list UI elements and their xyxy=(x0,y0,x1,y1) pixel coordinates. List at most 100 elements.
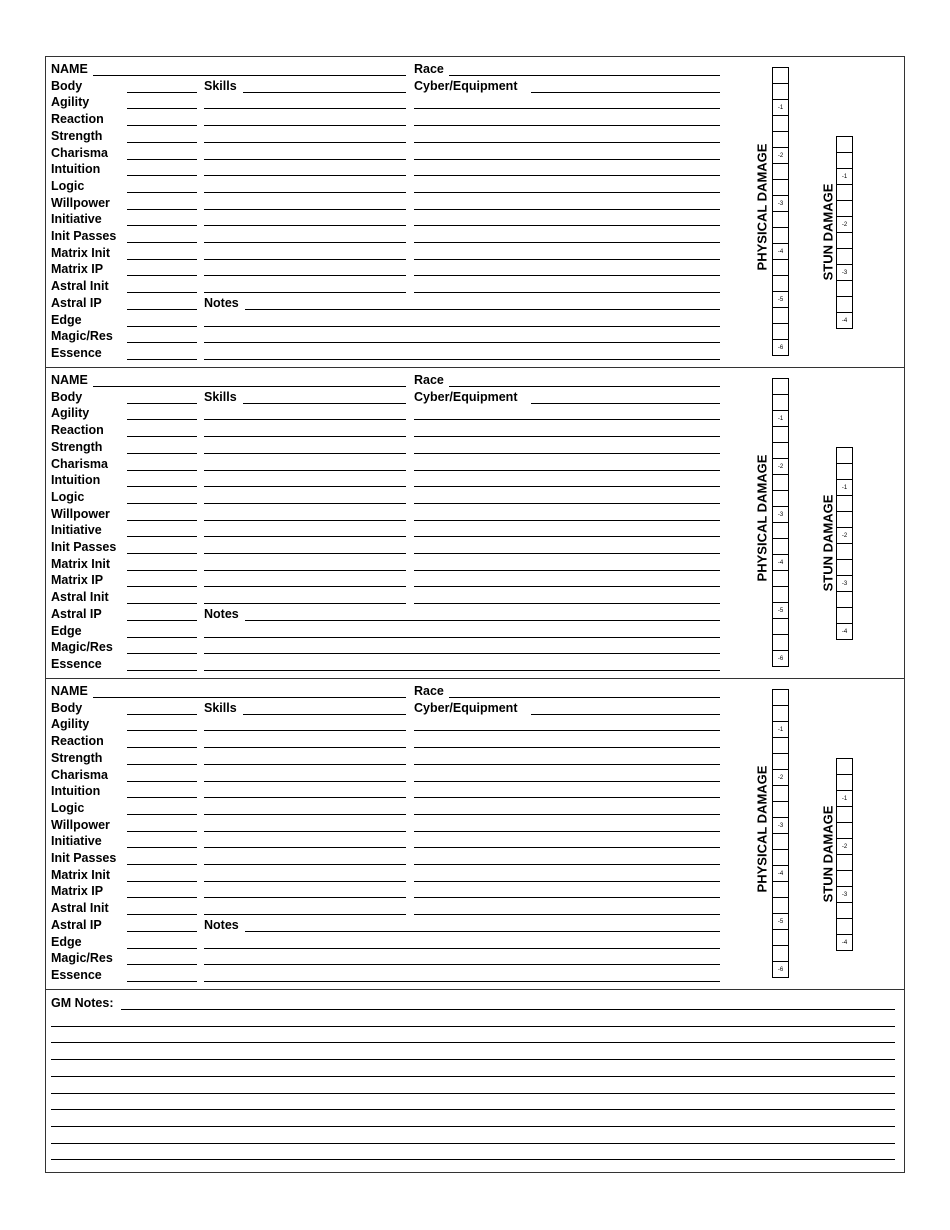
attribute-field[interactable] xyxy=(127,469,197,471)
physical-damage-box[interactable]: -5 xyxy=(772,913,789,930)
cyber-equipment-field[interactable] xyxy=(414,536,720,538)
cyber-equipment-field[interactable] xyxy=(414,419,720,421)
name-field[interactable] xyxy=(93,697,406,698)
attribute-field[interactable] xyxy=(127,980,197,982)
skills-field[interactable] xyxy=(204,242,406,243)
notes-field[interactable] xyxy=(204,636,720,638)
physical-damage-box[interactable] xyxy=(772,211,789,228)
physical-damage-box[interactable]: -3 xyxy=(772,817,789,834)
attribute-field[interactable] xyxy=(127,519,197,521)
attribute-field[interactable] xyxy=(127,763,197,765)
notes-field[interactable] xyxy=(204,980,720,982)
attribute-field[interactable] xyxy=(127,292,197,294)
attribute-field[interactable] xyxy=(127,225,197,227)
stun-damage-box[interactable]: -3 xyxy=(836,264,853,281)
physical-damage-box[interactable] xyxy=(772,179,789,196)
skills-field[interactable] xyxy=(204,191,406,193)
cyber-equipment-field[interactable] xyxy=(414,452,720,454)
cyber-equipment-field[interactable] xyxy=(414,780,720,782)
physical-damage-box[interactable] xyxy=(772,737,789,754)
notes-field[interactable] xyxy=(245,308,720,310)
race-field[interactable] xyxy=(449,75,720,76)
cyber-equipment-field[interactable] xyxy=(414,225,720,227)
cyber-equipment-field[interactable] xyxy=(414,292,720,294)
notes-field[interactable] xyxy=(204,653,720,655)
attribute-field[interactable] xyxy=(127,780,197,782)
attribute-field[interactable] xyxy=(127,569,197,571)
physical-damage-box[interactable]: -4 xyxy=(772,243,789,260)
stun-damage-box[interactable]: -1 xyxy=(836,790,853,807)
physical-damage-box[interactable] xyxy=(772,753,789,770)
skills-field[interactable] xyxy=(243,402,406,404)
cyber-equipment-field[interactable] xyxy=(414,586,720,588)
stun-damage-box[interactable] xyxy=(836,902,853,919)
stun-damage-box[interactable] xyxy=(836,447,853,464)
skills-field[interactable] xyxy=(204,847,406,849)
physical-damage-box[interactable] xyxy=(772,881,789,898)
physical-damage-box[interactable]: -5 xyxy=(772,602,789,619)
skills-field[interactable] xyxy=(243,713,406,715)
attribute-field[interactable] xyxy=(127,847,197,849)
gm-notes-field[interactable] xyxy=(121,1009,895,1010)
name-field[interactable] xyxy=(93,75,406,76)
physical-damage-box[interactable] xyxy=(772,474,789,491)
notes-field[interactable] xyxy=(204,964,720,966)
attribute-field[interactable] xyxy=(127,108,197,110)
cyber-equipment-field[interactable] xyxy=(414,125,720,127)
cyber-equipment-field[interactable] xyxy=(414,141,720,143)
cyber-equipment-field[interactable] xyxy=(414,747,720,749)
skills-field[interactable] xyxy=(204,914,406,916)
attribute-field[interactable] xyxy=(127,964,197,966)
skills-field[interactable] xyxy=(204,880,406,882)
gm-notes-line[interactable] xyxy=(51,1109,895,1111)
cyber-equipment-field[interactable] xyxy=(414,502,720,504)
skills-field[interactable] xyxy=(204,747,406,749)
attribute-field[interactable] xyxy=(127,191,197,193)
attribute-field[interactable] xyxy=(127,158,197,160)
physical-damage-box[interactable] xyxy=(772,323,789,340)
skills-field[interactable] xyxy=(204,763,406,765)
stun-damage-box[interactable] xyxy=(836,854,853,871)
skills-field[interactable] xyxy=(243,91,406,93)
gm-notes-line[interactable] xyxy=(51,1159,895,1161)
cyber-equipment-field[interactable] xyxy=(414,486,720,488)
skills-field[interactable] xyxy=(204,603,406,605)
physical-damage-box[interactable] xyxy=(772,394,789,411)
attribute-field[interactable] xyxy=(127,947,197,949)
notes-field[interactable] xyxy=(204,325,720,327)
attribute-field[interactable] xyxy=(127,536,197,538)
attribute-field[interactable] xyxy=(127,930,197,932)
cyber-equipment-field[interactable] xyxy=(414,914,720,916)
attribute-field[interactable] xyxy=(127,914,197,916)
skills-field[interactable] xyxy=(204,486,406,488)
cyber-equipment-field[interactable] xyxy=(531,402,720,404)
attribute-field[interactable] xyxy=(127,342,197,344)
notes-field[interactable] xyxy=(204,947,720,949)
skills-field[interactable] xyxy=(204,436,406,438)
cyber-equipment-field[interactable] xyxy=(414,519,720,521)
attribute-field[interactable] xyxy=(127,880,197,882)
attribute-field[interactable] xyxy=(127,502,197,504)
stun-damage-box[interactable]: -1 xyxy=(836,479,853,496)
physical-damage-box[interactable]: -3 xyxy=(772,195,789,212)
physical-damage-box[interactable] xyxy=(772,163,789,180)
physical-damage-box[interactable]: -4 xyxy=(772,865,789,882)
notes-field[interactable] xyxy=(245,930,720,932)
physical-damage-box[interactable]: -6 xyxy=(772,650,789,667)
stun-damage-box[interactable] xyxy=(836,591,853,608)
cyber-equipment-field[interactable] xyxy=(414,175,720,177)
attribute-field[interactable] xyxy=(127,325,197,327)
cyber-equipment-field[interactable] xyxy=(414,553,720,554)
skills-field[interactable] xyxy=(204,258,406,260)
physical-damage-box[interactable] xyxy=(772,689,789,706)
skills-field[interactable] xyxy=(204,553,406,554)
physical-damage-box[interactable]: -6 xyxy=(772,339,789,356)
gm-notes-line[interactable] xyxy=(51,1092,895,1094)
attribute-field[interactable] xyxy=(127,125,197,127)
stun-damage-box[interactable] xyxy=(836,232,853,249)
physical-damage-box[interactable] xyxy=(772,929,789,946)
physical-damage-box[interactable]: -2 xyxy=(772,769,789,786)
gm-notes-line[interactable] xyxy=(51,1125,895,1127)
attribute-field[interactable] xyxy=(127,402,197,404)
attribute-field[interactable] xyxy=(127,619,197,621)
